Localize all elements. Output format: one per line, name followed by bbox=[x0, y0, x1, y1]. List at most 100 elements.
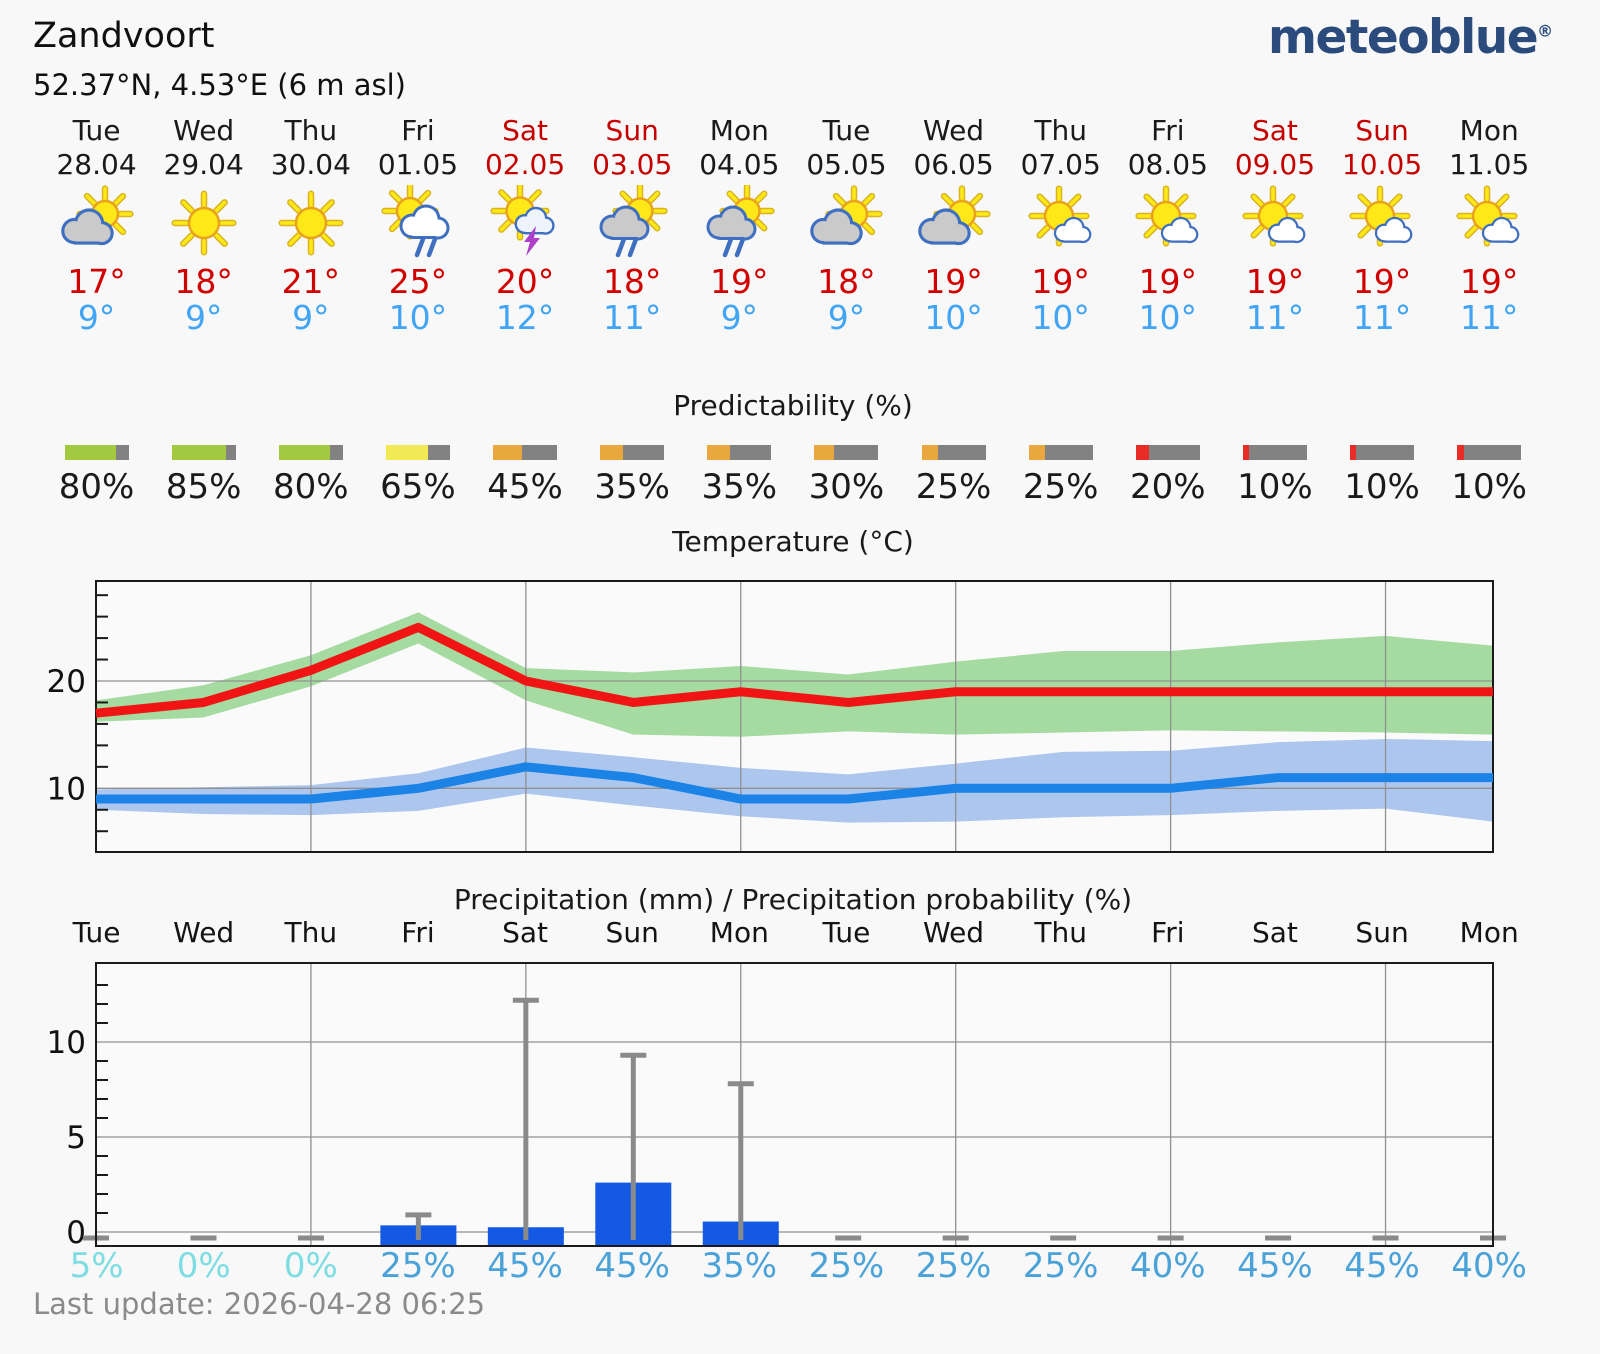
predictability-value: 25% bbox=[915, 467, 992, 507]
predictability-cell: 30% bbox=[793, 445, 900, 507]
precip-day-label: Wed bbox=[923, 916, 985, 949]
day-column[interactable]: Sun 10.05 19° 11° bbox=[1329, 114, 1436, 336]
predictability-bar-fill bbox=[707, 445, 730, 460]
precip-day-label: Fri bbox=[1151, 916, 1185, 949]
day-column[interactable]: Sat 09.05 19° 11° bbox=[1221, 114, 1328, 336]
max-temperature: 20° bbox=[495, 262, 555, 301]
predictability-value: 10% bbox=[1237, 467, 1313, 507]
predictability-bar bbox=[1457, 445, 1522, 460]
predictability-value: 35% bbox=[701, 467, 778, 507]
day-date: 10.05 bbox=[1341, 148, 1423, 181]
precipitation-day-labels-row: Tue Wed Thu Fri Sat Sun Mon Tue Wed Thu Fri Sat Sun M… bbox=[43, 916, 1543, 949]
precipitation-probability-value: 40% bbox=[1451, 1246, 1527, 1286]
day-column[interactable]: Mon 04.05 19° 9° bbox=[686, 114, 793, 336]
min-temperature: 9° bbox=[292, 298, 330, 337]
min-temperature: 10° bbox=[924, 298, 983, 337]
day-name: Tue bbox=[72, 114, 121, 147]
predictability-bar bbox=[1135, 445, 1200, 460]
predictability-bar bbox=[814, 445, 879, 460]
predictability-bar bbox=[1028, 445, 1093, 460]
weather-icon-sun bbox=[257, 185, 364, 263]
predictability-value: 20% bbox=[1130, 467, 1206, 507]
weather-icon-sun-cloud-gray-rain bbox=[686, 183, 793, 263]
day-column[interactable]: Sun 03.05 18° 11° bbox=[579, 114, 686, 336]
day-date: 11.05 bbox=[1449, 148, 1530, 181]
predictability-bar-track bbox=[833, 445, 879, 460]
predictability-bar-fill bbox=[64, 445, 116, 460]
weather-icon-sun-cloud-small bbox=[1221, 185, 1328, 263]
min-temperature: 11° bbox=[1245, 298, 1305, 337]
day-column[interactable]: Wed 06.05 19° 10° bbox=[900, 114, 1007, 336]
weather-icon-sun-cloud-gray-rain bbox=[579, 183, 686, 263]
precip-day-label: Sat bbox=[502, 916, 549, 949]
day-column[interactable]: Sat 02.05 20° 12° bbox=[472, 114, 579, 336]
day-column[interactable]: Tue 28.04 17° 9° bbox=[43, 114, 150, 336]
day-column[interactable]: Tue 05.05 18° 9° bbox=[793, 114, 900, 336]
precipitation-probability-value: 25% bbox=[808, 1246, 885, 1286]
max-temperature: 25° bbox=[388, 262, 448, 301]
day-date: 06.05 bbox=[913, 148, 994, 181]
day-column[interactable]: Fri 01.05 25° 10° bbox=[364, 114, 471, 336]
predictability-cell: 35% bbox=[686, 445, 793, 507]
svg-text:0: 0 bbox=[66, 1215, 86, 1251]
predictability-bar-track bbox=[330, 445, 343, 460]
precipitation-probability-value: 25% bbox=[1022, 1246, 1099, 1286]
precipitation-probability-value: 0% bbox=[283, 1246, 338, 1286]
max-temperature: 19° bbox=[1031, 262, 1090, 301]
min-temperature: 9° bbox=[720, 298, 759, 337]
day-name: Tue bbox=[822, 114, 871, 147]
min-temperature: 10° bbox=[388, 298, 448, 337]
predictability-bar-track bbox=[1356, 445, 1415, 460]
max-temperature: 18° bbox=[817, 262, 876, 301]
predictability-cell: 10% bbox=[1436, 445, 1543, 507]
predictability-bar-track bbox=[115, 445, 129, 460]
predictability-value: 45% bbox=[487, 467, 563, 507]
precipitation-chart-title: Precipitation (mm) / Precipitation proba… bbox=[453, 883, 1133, 916]
day-column[interactable]: Mon 11.05 19° 11° bbox=[1436, 114, 1543, 336]
weather-icon-sun bbox=[150, 185, 257, 263]
day-column[interactable]: Thu 07.05 19° 10° bbox=[1007, 114, 1114, 336]
min-temperature: 10° bbox=[1031, 298, 1090, 337]
predictability-bar-fill bbox=[385, 445, 428, 460]
day-name: Sat bbox=[1251, 114, 1298, 147]
precip-day-label: Mon bbox=[1459, 916, 1519, 949]
max-temperature: 18° bbox=[174, 262, 233, 301]
predictability-cell: 80% bbox=[43, 445, 150, 507]
page-title: Zandvoort bbox=[33, 16, 215, 56]
predictability-bar-fill bbox=[278, 445, 330, 460]
max-temperature: 19° bbox=[1352, 262, 1412, 301]
predictability-bar-fill bbox=[1350, 445, 1357, 460]
day-date: 28.04 bbox=[56, 148, 137, 181]
weather-icon-sun-cloud-thunder bbox=[472, 181, 579, 263]
predictability-value: 35% bbox=[594, 467, 670, 507]
min-temperature: 9° bbox=[184, 298, 223, 337]
day-columns-row: Tue 28.04 17° 9° Wed 29.04 18° 9° Thu 30.04 21° 9° F… bbox=[43, 114, 1543, 336]
predictability-value: 85% bbox=[165, 467, 242, 507]
temperature-chart-svg: 10 20 bbox=[47, 580, 1494, 853]
min-temperature: 11° bbox=[602, 298, 662, 337]
predictability-bar-fill bbox=[1135, 445, 1149, 460]
temperature-chart-title: Temperature (°C) bbox=[672, 525, 914, 558]
predictability-bar-fill bbox=[171, 445, 227, 460]
precipitation-chart-svg: 0 5 10 bbox=[47, 962, 1506, 1251]
max-temperature: 19° bbox=[1245, 262, 1305, 301]
meteoblue-logo[interactable]: meteoblue® bbox=[1268, 10, 1553, 65]
predictability-row: 80% 85% 80% 65% 45% 35% 35% 30% 25% 25% 20% 10% 10% 1… bbox=[43, 445, 1543, 507]
weather-icon-sun-cloud-small bbox=[1329, 185, 1436, 263]
precipitation-probability-value: 0% bbox=[176, 1246, 231, 1286]
day-column[interactable]: Wed 29.04 18° 9° bbox=[150, 114, 257, 336]
predictability-cell: 65% bbox=[364, 445, 471, 507]
max-temperature: 21° bbox=[281, 262, 341, 301]
predictability-bar-track bbox=[937, 445, 986, 460]
day-column[interactable]: Fri 08.05 19° 10° bbox=[1114, 114, 1221, 336]
day-name: Sun bbox=[605, 114, 659, 147]
precip-day-label: Tue bbox=[822, 916, 871, 949]
weather-icon-sun-cloud-small bbox=[1114, 185, 1221, 263]
predictability-bar bbox=[1350, 445, 1415, 460]
predictability-bar bbox=[171, 445, 236, 460]
precip-day-label: Tue bbox=[72, 916, 121, 949]
svg-text:5: 5 bbox=[66, 1120, 86, 1156]
day-column[interactable]: Thu 30.04 21° 9° bbox=[257, 114, 364, 336]
precipitation-probability-value: 25% bbox=[380, 1246, 456, 1286]
max-temperature: 19° bbox=[1459, 262, 1519, 301]
